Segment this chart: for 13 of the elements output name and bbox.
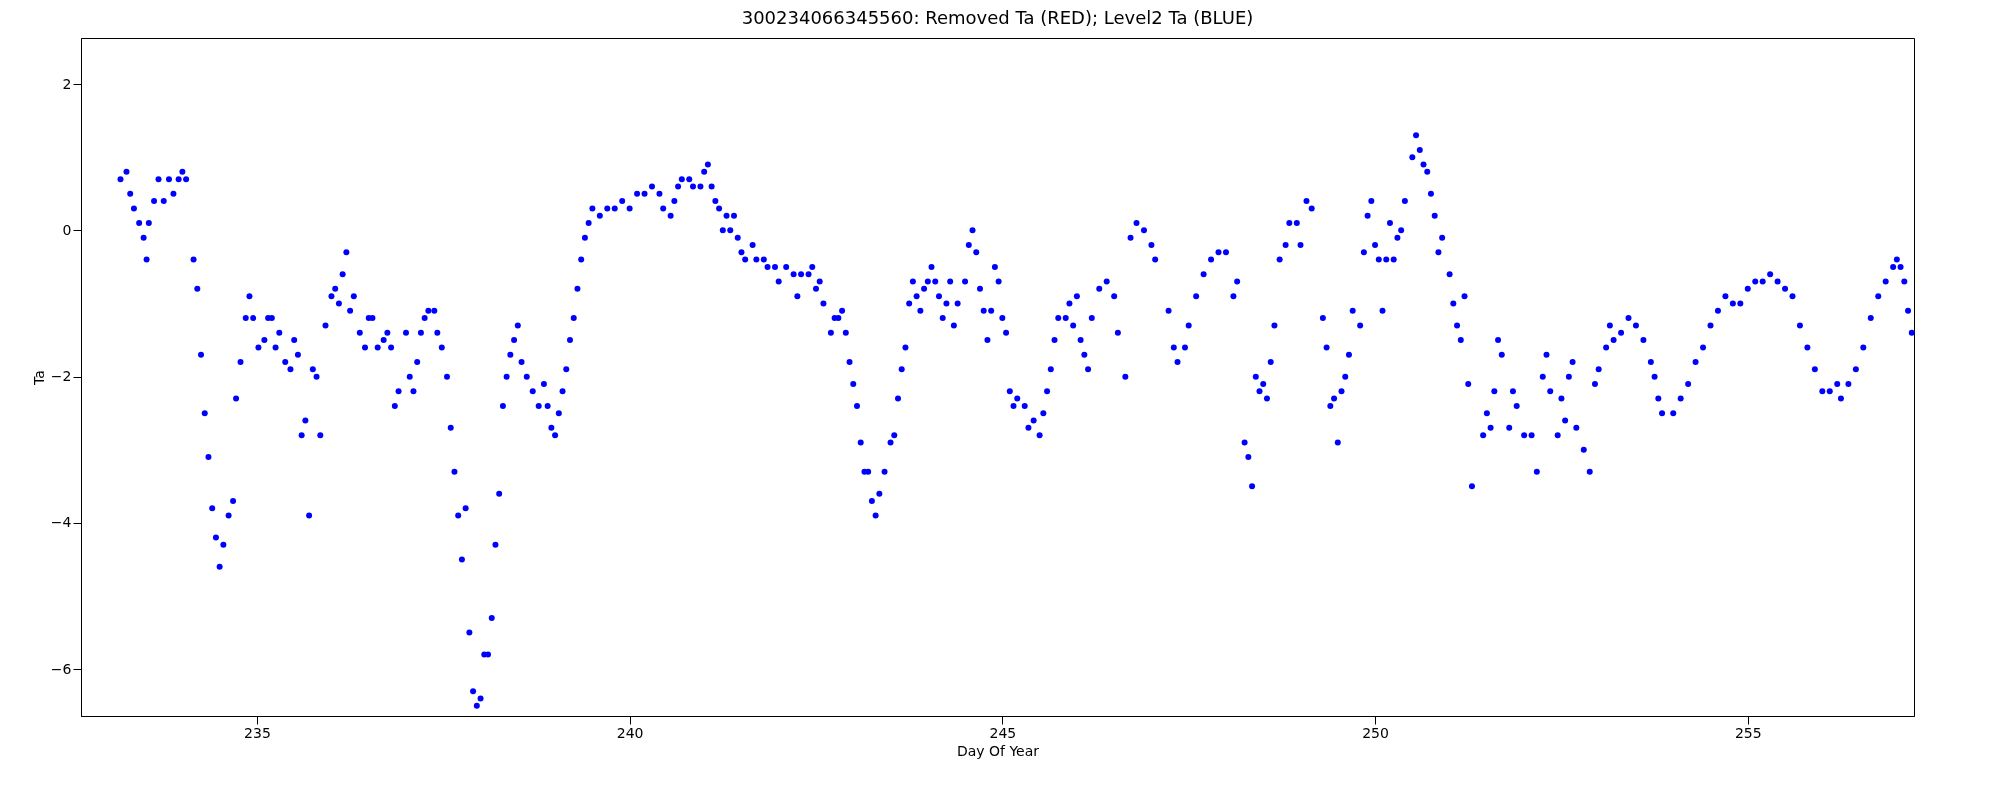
- x-tick-label: 255: [1734, 724, 1762, 741]
- x-axis-title: Day Of Year: [956, 742, 1040, 759]
- chart-title: 300234066345560: Removed Ta (RED); Level2 Ta (BLUE): [741, 7, 1254, 28]
- x-tick-label: 250: [1362, 724, 1389, 741]
- y-tick-label: 0: [62, 221, 72, 238]
- y-tick-label: −2: [50, 368, 72, 385]
- y-tick-label: −6: [50, 660, 72, 677]
- x-tick-label: 235: [244, 724, 271, 741]
- y-tick-label: 2: [62, 75, 72, 92]
- y-tick-label: −4: [50, 514, 72, 531]
- y-axis-title: Ta: [30, 370, 47, 386]
- x-tick-label: 240: [616, 724, 644, 741]
- x-tick-label: 245: [989, 724, 1017, 741]
